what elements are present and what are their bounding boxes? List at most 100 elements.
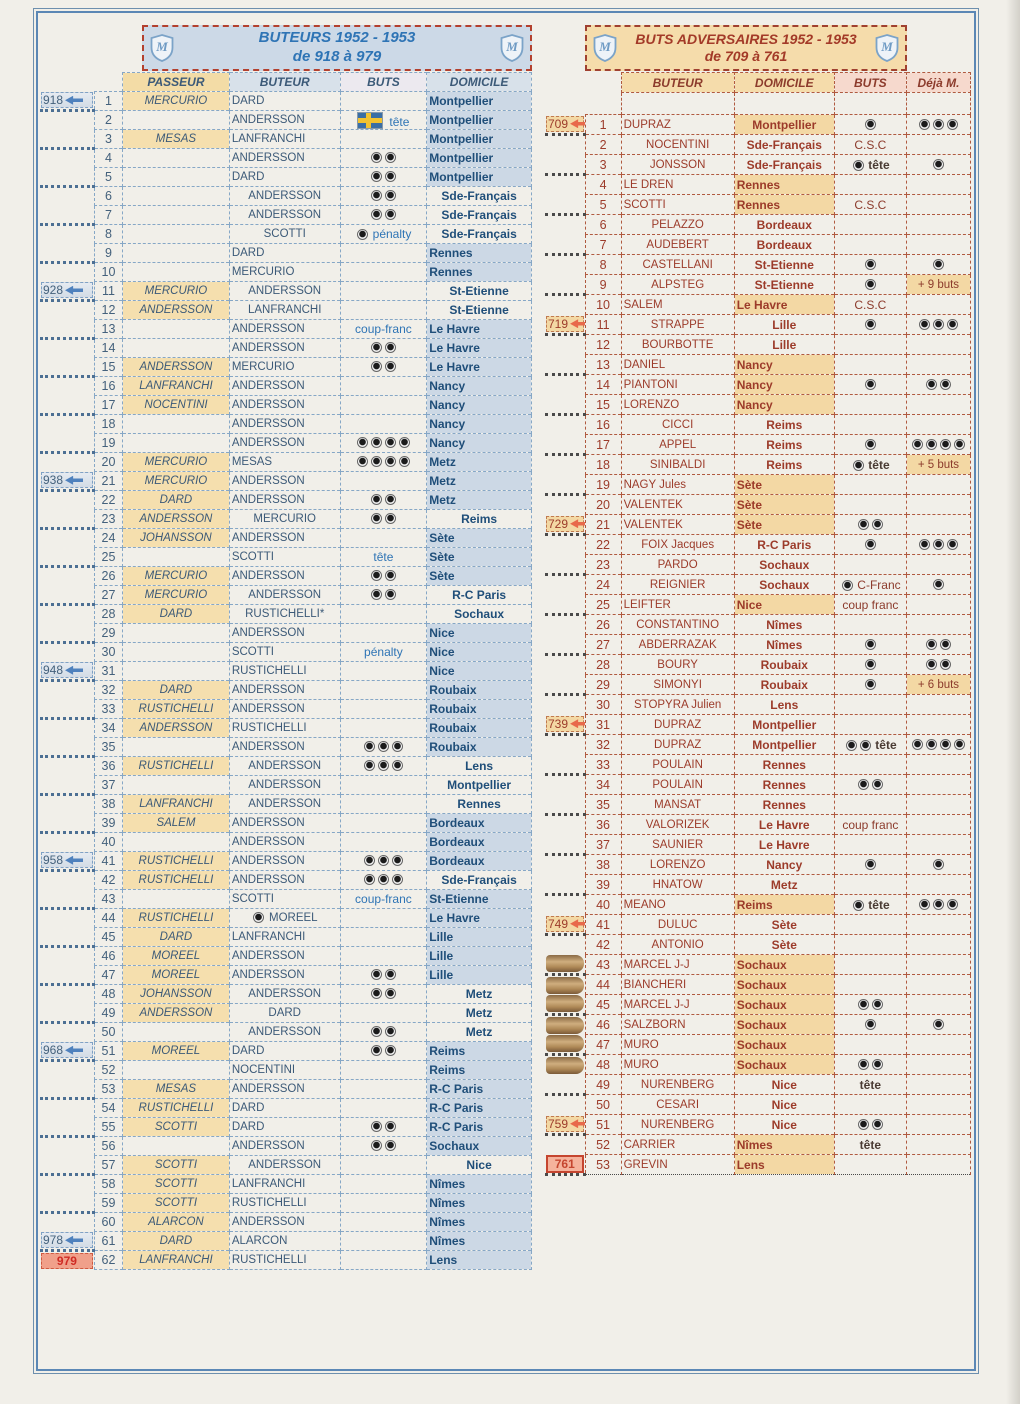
- domicile-cell: Metz: [426, 452, 532, 472]
- goal-ball-icon: [932, 318, 944, 330]
- deja-marseille-cell: [905, 294, 972, 315]
- goal-ball-icon: [864, 378, 876, 390]
- goal-index: 40: [584, 894, 622, 915]
- passeur-cell: [122, 319, 230, 339]
- table-row: 33 POULAIN Rennes: [545, 754, 972, 776]
- goal-ball-icon: [911, 738, 923, 750]
- goal-index: 62: [93, 1250, 124, 1270]
- buteur-cell: DARD: [228, 1117, 341, 1137]
- buteur-cell: ANDERSSON: [228, 756, 341, 776]
- goal-ball-icon: [363, 855, 375, 866]
- buts-cell: [339, 262, 428, 282]
- buts-cell: [339, 737, 428, 757]
- domicile-cell: Metz: [426, 1003, 532, 1023]
- table-row: 36 RUSTICHELLI ANDERSSON Lens: [40, 756, 532, 776]
- goal-ball-icon: [939, 638, 951, 650]
- buteur-cell: ANDERSSON: [228, 946, 341, 966]
- table-row: 32 DARD ANDERSSON Roubaix: [40, 680, 532, 700]
- buteur-cell: ANDERSSON: [228, 965, 341, 985]
- domicile-cell: Nice: [426, 642, 532, 662]
- table-row: 56 ANDERSSON Sochaux: [40, 1136, 532, 1156]
- table-row: 35 MANSAT Rennes: [545, 794, 972, 816]
- milestone-cell: [40, 927, 95, 948]
- buts-cell: [833, 754, 907, 775]
- buteur-cell: DARD: [228, 1041, 341, 1061]
- milestone-cell: 978: [40, 1231, 95, 1252]
- domicile-cell: Sète: [733, 474, 835, 495]
- table-row: 8 CASTELLANI St-Etienne: [545, 254, 972, 275]
- left-header-row: PASSEUR BUTEUR BUTS DOMICILE: [40, 72, 532, 92]
- deja-note: + 6 buts: [917, 678, 960, 691]
- milestone-cell: [545, 695, 585, 715]
- table-row: 7 ANDERSSON Sde-Français: [40, 205, 532, 226]
- goal-ball-icon: [391, 760, 403, 771]
- goal-index: 14: [584, 374, 622, 395]
- goal-ball-icon: [370, 190, 382, 201]
- buteur-cell: ANDERSSON: [228, 1136, 341, 1156]
- buts-cell: [833, 374, 907, 395]
- buteur-cell: RUSTICHELLI*: [228, 604, 341, 624]
- goal-ball-icon: [384, 152, 396, 163]
- buteur-cell: NOCENTINI: [620, 134, 735, 155]
- goal-index: 34: [93, 718, 124, 738]
- right-table-title-box: M BUTS ADVERSAIRES 1952 - 1953 de 709 à …: [585, 25, 907, 71]
- goal-ball-icon: [857, 518, 869, 530]
- goal-index: 32: [584, 734, 622, 755]
- goal-type-note: C-Franc: [857, 577, 901, 592]
- goal-index: 35: [584, 794, 622, 815]
- goal-index: 10: [584, 294, 622, 315]
- goal-ball-icon: [370, 494, 382, 505]
- milestone-badge: 709: [546, 115, 586, 132]
- milestone-cell: [545, 455, 585, 475]
- table-row: 979 62 LANFRANCHI RUSTICHELLI Lens: [40, 1250, 532, 1270]
- milestone-cell: [545, 834, 586, 856]
- buteur-cell: LANFRANCHI: [228, 129, 341, 149]
- goal-ball-icon: [356, 229, 368, 240]
- goal-ball-icon: [845, 739, 857, 751]
- buteur-cell: SIMONYI: [620, 674, 735, 695]
- table-row: 22 FOIX Jacques R-C Paris: [545, 534, 972, 555]
- goal-ball-icon: [939, 378, 951, 390]
- milestone-cell: [545, 815, 585, 835]
- domicile-cell: Nancy: [426, 414, 532, 434]
- table-row: 18 ANDERSSON Nancy: [40, 414, 532, 434]
- table-row: 39 HNATOW Metz: [545, 874, 972, 896]
- goal-index: 43: [93, 889, 124, 909]
- buts-cell: coup-franc: [339, 319, 428, 339]
- milestone-cell: [545, 1055, 585, 1075]
- goal-ball-icon: [946, 118, 958, 130]
- passeur-cell: NOCENTINI: [122, 395, 230, 415]
- table-row: 38 LANFRANCHI ANDERSSON Rennes: [40, 794, 532, 814]
- table-row: 25 SCOTTI tête Sète: [40, 547, 532, 568]
- domicile-cell: Nîmes: [733, 614, 835, 635]
- goal-index: 42: [584, 934, 622, 955]
- table-row: 45 DARD LANFRANCHI Lille: [40, 927, 532, 948]
- goal-ball-icon: [370, 209, 382, 220]
- milestone-cell: [545, 735, 585, 755]
- table-row: 36 VALORIZEK Le Havre coup franc: [545, 814, 972, 835]
- passeur-cell: [122, 889, 230, 909]
- domicile-cell: Nice: [426, 623, 532, 643]
- table-row: 46 SALZBORN Sochaux: [545, 1014, 972, 1035]
- goal-index: 41: [584, 914, 622, 935]
- buteur-cell: SCOTTI: [228, 547, 341, 567]
- goal-ball-icon: [363, 760, 375, 771]
- goal-index: 16: [93, 376, 124, 396]
- milestone-cell: [545, 1135, 585, 1155]
- milestone-badge: 749: [546, 915, 586, 932]
- goal-ball-icon: [946, 538, 958, 550]
- passeur-cell: [122, 642, 230, 662]
- buts-cell: C-Franc: [833, 574, 907, 595]
- table-row: 16 CICCI Reims: [545, 414, 972, 435]
- milestone-cell: [545, 615, 585, 635]
- deja-marseille-cell: [905, 154, 972, 175]
- buts-cell: pénalty: [339, 642, 428, 662]
- col-header-domicile: DOMICILE: [426, 72, 532, 92]
- goal-ball-icon: [384, 209, 396, 220]
- goal-index: 25: [93, 547, 124, 567]
- passeur-cell: MESAS: [122, 1079, 230, 1099]
- buts-cell: tête: [339, 110, 428, 130]
- left-arrow-icon: [65, 475, 84, 485]
- milestone-cell: [545, 794, 586, 816]
- passeur-cell: MERCURIO: [122, 91, 230, 111]
